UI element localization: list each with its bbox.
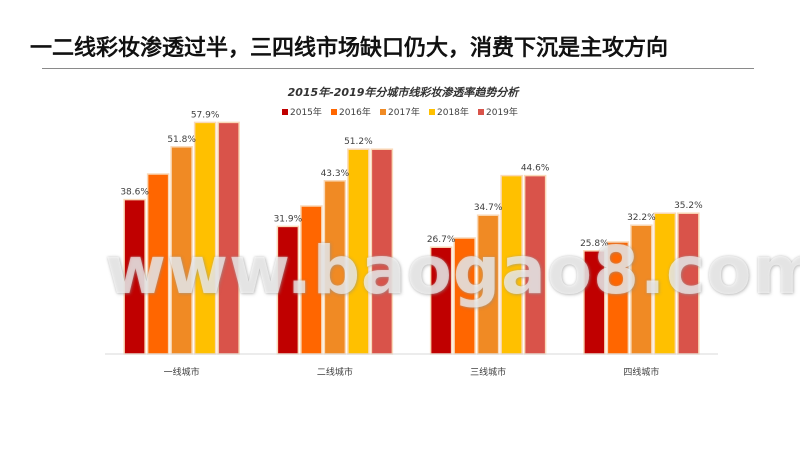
legend-label-1: 2016年 (339, 106, 371, 118)
legend-swatch-2 (380, 109, 386, 115)
legend-swatch-4 (478, 109, 484, 115)
data-labels-group: 38.6% 51.8% 57.9% 31.9% 43.3% 51.2% 26.7% 34.7%… (120, 110, 703, 248)
bar-3-1 (606, 241, 630, 355)
legend-label-0: 2015年 (290, 106, 322, 118)
data-label-1-0: 31.9% (274, 214, 303, 224)
chart-legend: 2015年 2016年 2017年 2018年 2019年 (282, 106, 518, 118)
bar-2-0 (429, 246, 453, 355)
data-label-1-3: 51.2% (344, 137, 373, 147)
x-tick-label-0: 一线城市 (164, 366, 200, 378)
data-label-0-3: 57.9% (191, 110, 220, 120)
bar-0-3 (193, 121, 217, 355)
data-label-0-0: 38.6% (120, 188, 149, 198)
data-label-3-4: 35.2% (674, 201, 703, 211)
bar-2-1 (453, 237, 476, 355)
bar-1-1 (300, 205, 323, 355)
bar-1-4 (370, 148, 394, 355)
data-label-0-2: 51.8% (167, 135, 196, 145)
bar-2-3 (500, 174, 523, 355)
bar-0-0 (123, 198, 146, 355)
data-label-2-2: 34.7% (474, 203, 503, 213)
legend-swatch-1 (331, 109, 337, 115)
legend-label-2: 2017年 (388, 106, 420, 118)
x-tick-label-3: 四线城市 (623, 366, 659, 378)
legend-swatch-3 (429, 109, 435, 115)
bar-3-3 (653, 212, 677, 355)
bar-1-3 (347, 148, 370, 355)
data-label-2-0: 26.7% (427, 235, 456, 245)
bar-1-0 (276, 225, 300, 355)
bars-group (123, 121, 700, 355)
title-divider (42, 68, 754, 69)
x-axis-ticks: 一线城市 二线城市 三线城市 四线城市 (164, 366, 660, 378)
bar-1-2 (323, 180, 347, 355)
data-label-3-2: 32.2% (627, 213, 656, 223)
bar-0-2 (170, 146, 193, 355)
data-label-1-2: 43.3% (321, 169, 350, 179)
bar-3-2 (630, 224, 653, 355)
chart-title: 2015年-2019年分城市线彩妆渗透率趋势分析 (288, 86, 521, 99)
data-label-2-4: 44.6% (521, 164, 550, 174)
legend-swatch-0 (282, 109, 288, 115)
bar-0-4 (217, 121, 240, 355)
bar-3-4 (677, 212, 700, 355)
bar-2-2 (476, 214, 500, 355)
x-tick-label-1: 二线城市 (317, 366, 353, 378)
bar-0-1 (146, 173, 170, 355)
x-tick-label-2: 三线城市 (470, 366, 506, 378)
bar-2-4 (523, 174, 547, 355)
legend-label-4: 2019年 (486, 106, 518, 118)
legend-label-3: 2018年 (437, 106, 469, 118)
bar-3-0 (583, 250, 606, 355)
slide-title: 一二线彩妆渗透过半，三四线市场缺口仍大，消费下沉是主攻方向 (30, 36, 669, 61)
data-label-3-0: 25.8% (580, 239, 609, 249)
